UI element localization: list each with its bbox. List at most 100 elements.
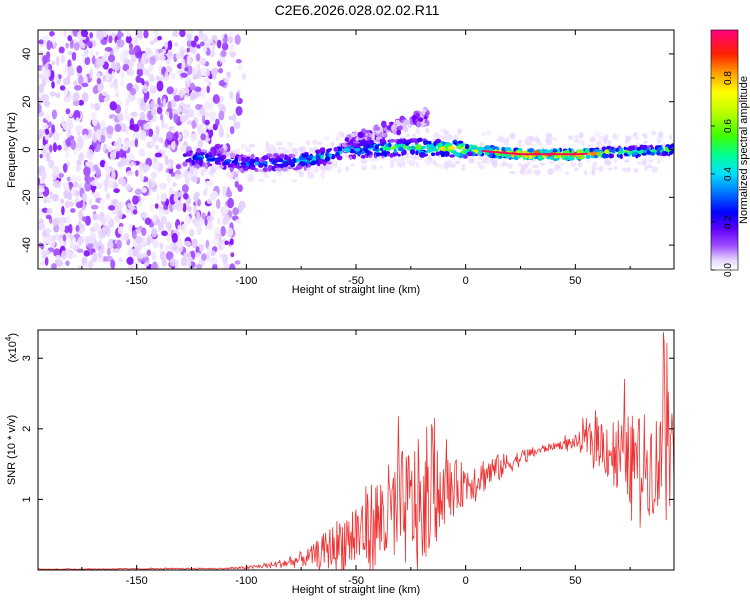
spectrogram-cell [41,66,45,74]
spectrogram-cell [59,222,66,233]
spectrogram-cell [171,131,179,142]
spectrogram-cell [226,227,234,238]
spectrogram-cell [179,87,186,96]
colorbar-tick-label: 0.6 [723,119,734,133]
spectrogram-cell [186,205,192,213]
spectrogram-cell [637,160,641,166]
spectrogram-cell [174,42,179,47]
spectrogram-cell [616,154,621,158]
spectrogram-cell [555,155,560,158]
spectrogram-cell [381,120,387,128]
spectrogram-cell [374,144,379,150]
spectrogram-cell [67,50,73,56]
spectrogram-cell [375,152,380,157]
spectrogram-cell [42,236,50,245]
spectrogram-cell [46,69,51,78]
spectrogram-cell [307,163,311,168]
spectrogram-cell [449,154,455,158]
spectrogram-cell [206,246,212,254]
spectrogram-cell [128,59,134,69]
spectrogram-cell [507,152,512,155]
spectrogram-cell [485,158,491,166]
spectrogram-cell [425,162,431,166]
spectrogram-cell [267,166,272,172]
spectrogram-cell [62,163,68,173]
spectrogram-cell [148,181,153,190]
spectrogram-cell [130,111,138,117]
spectrogram-cell [148,64,155,72]
spectrogram-cell [198,243,205,252]
spectrogram-cell [111,170,116,180]
spectrogram-cell [274,167,281,171]
spectrogram-cell [481,132,487,137]
spectrogram-cell [52,179,61,188]
spectrogram-cell [367,157,375,162]
spectrogram-cell [565,153,570,156]
spectrogram-cell [88,160,93,169]
spectrogram-cell [62,121,69,131]
spectrogram-y-tick-label: 0 [21,146,33,152]
spectrogram-cell [627,166,632,173]
spectrogram-cell [206,198,212,204]
spectrogram-cell [48,121,53,128]
spectrogram-cell [155,144,159,150]
spectrogram-cell [282,160,286,165]
spectrogram-cell [235,58,242,64]
spectrogram-cell [360,140,367,146]
spectrogram-cell [218,156,223,159]
spectrogram-cell [366,140,371,145]
spectrogram-cell [73,181,79,188]
spectrogram-cell [125,35,133,44]
spectrogram-cell [165,168,169,174]
spectrogram-cell [555,153,559,156]
spectrogram-cell [434,162,439,167]
spectrogram-cell [132,131,141,141]
spectrogram-cell [591,169,596,176]
spectrogram-cell [393,148,397,154]
spectrogram-cell [510,152,514,155]
spectrogram-cell [337,166,343,172]
spectrogram-cell [40,242,45,250]
spectrogram-cell [646,145,650,149]
spectrogram-cell [143,92,148,104]
spectrogram-cell [520,164,528,171]
spectrogram-cell [46,207,53,215]
spectrogram-cell [454,160,461,165]
spectrogram-cell [130,88,137,96]
spectrogram-cell [287,141,292,147]
spectrogram-cell [588,148,595,153]
spectrogram-cell [43,196,47,204]
spectrogram-cell [457,140,464,144]
spectrogram-cell [185,158,192,163]
spectrogram-cell [62,77,68,86]
spectrogram-cell [172,182,177,187]
spectrogram-cell [235,219,242,224]
spectrogram-cell [234,157,238,163]
spectrogram-cell [63,182,67,189]
spectrogram-cell [51,124,55,134]
spectrogram-cell [129,124,135,131]
spectrogram-cell [365,129,371,134]
spectrogram-cell [633,132,637,137]
spectrogram-cell [544,153,548,156]
spectrogram-cell [578,152,583,156]
spectrogram-cell [534,169,541,176]
spectrogram-cell [169,257,176,267]
spectrogram-cell [159,251,167,261]
spectrogram-cell [352,153,357,160]
spectrogram-cell [643,134,648,139]
spectrogram-cell [57,74,62,80]
spectrogram-cell [593,160,598,168]
spectrogram-cell [345,152,349,159]
spectrogram-cell [576,153,580,156]
spectrogram-cell [139,171,145,182]
spectrogram-cell [371,133,375,141]
spectrogram-cell [457,129,462,135]
spectrogram-cell [128,42,133,50]
spectrogram-cell [114,42,118,53]
spectrogram-cell [151,108,157,117]
snr-scale-exponent: 4 [4,336,13,341]
spectrogram-cell [165,198,170,206]
spectrogram-cell [200,133,206,141]
spectrogram-cell [176,106,183,113]
